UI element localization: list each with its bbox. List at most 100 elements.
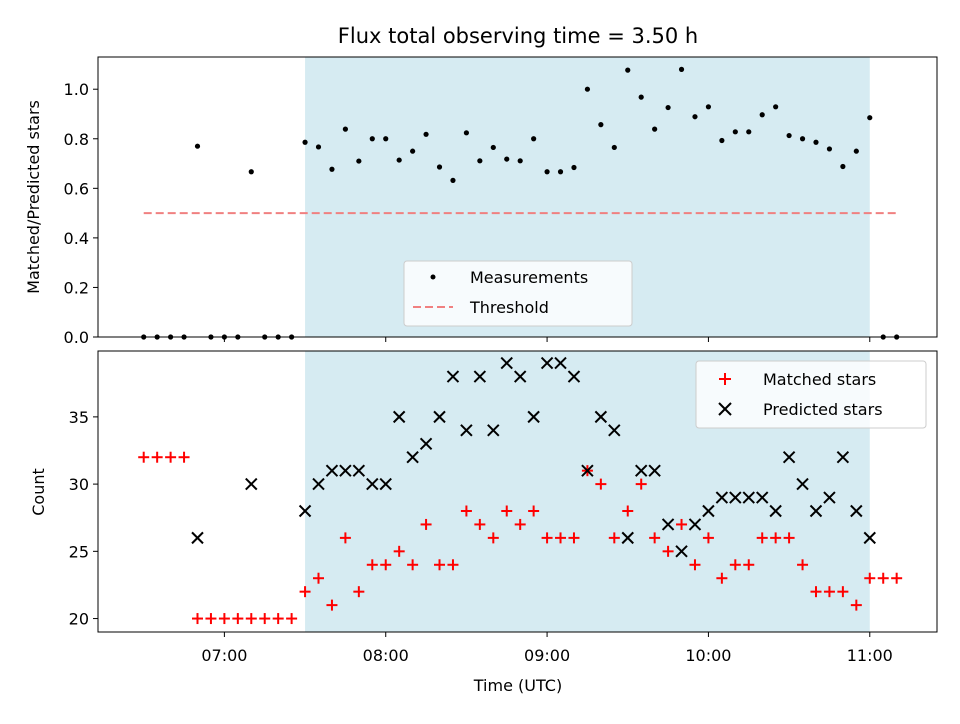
matched-star-point xyxy=(165,451,177,463)
matched-star-point xyxy=(555,532,567,544)
bottom-x-ticks: 07:00 08:00 09:00 10:00 11:00 xyxy=(201,632,893,665)
matched-star-point xyxy=(823,586,835,598)
x-tick-label: 10:00 xyxy=(685,646,731,665)
measurement-point xyxy=(329,166,335,172)
measurement-point xyxy=(396,157,402,163)
legend-matched-marker xyxy=(719,373,731,385)
predicted-star-point xyxy=(366,477,379,491)
measurement-point xyxy=(342,126,348,132)
matched-star-point xyxy=(460,505,472,517)
top-y-tick-label: 0.6 xyxy=(64,179,89,198)
measurement-point xyxy=(557,169,564,175)
measurement-point xyxy=(826,146,833,152)
matched-star-point xyxy=(676,518,688,530)
measurement-point xyxy=(611,144,617,151)
x-tick-label: 07:00 xyxy=(201,646,247,665)
measurement-point xyxy=(369,136,375,142)
predicted-star-point xyxy=(782,451,796,464)
top-panel: 0.0 0.2 0.4 0.6 0.8 1.0 Flux total observing … xyxy=(24,24,938,347)
matched-star-point xyxy=(891,572,903,584)
predicted-star-point xyxy=(702,504,715,518)
predicted-star-point xyxy=(756,491,769,504)
top-axes-frame xyxy=(97,56,938,338)
measurement-point xyxy=(544,169,550,175)
predicted-star-point xyxy=(715,491,729,504)
measurement-point xyxy=(692,114,698,120)
bottom-y-axis-label: Count xyxy=(29,468,48,516)
bottom-axes-frame xyxy=(97,350,938,633)
matched-star-point xyxy=(272,613,284,625)
matched-star-point xyxy=(514,518,526,530)
matched-star-point xyxy=(259,613,271,625)
measurement-point xyxy=(853,148,859,154)
predicted-star-point xyxy=(379,477,392,491)
measurement-point xyxy=(194,143,201,149)
matched-star-point xyxy=(205,613,217,625)
matched-star-point xyxy=(837,586,849,598)
measurement-point xyxy=(840,163,846,170)
matched-star-point xyxy=(595,478,607,490)
matched-star-point xyxy=(864,572,876,584)
predicted-star-point xyxy=(823,491,836,504)
matched-star-point xyxy=(608,532,620,544)
predicted-star-point xyxy=(648,464,661,477)
predicted-star-point xyxy=(661,518,675,531)
bottom-y-ticks: 20 25 30 35 xyxy=(69,408,98,629)
predicted-star-point xyxy=(675,545,688,558)
matched-star-point xyxy=(850,599,862,611)
top-y-tick-label: 0.4 xyxy=(64,229,89,248)
matched-star-point xyxy=(743,559,755,571)
predicted-star-point xyxy=(419,437,433,450)
predicted-star-point xyxy=(581,464,594,477)
matched-star-point xyxy=(689,559,701,571)
matched-star-point xyxy=(313,572,325,584)
matched-star-point xyxy=(716,572,728,584)
top-y-ticks: 0.0 0.2 0.4 0.6 0.8 1.0 xyxy=(64,80,98,347)
matched-star-point xyxy=(622,505,634,517)
predicted-star-point xyxy=(621,531,634,545)
predicted-star-point xyxy=(554,356,567,370)
predicted-star-point xyxy=(729,491,742,504)
x-tick-label: 11:00 xyxy=(847,646,893,665)
top-y-tick-label: 1.0 xyxy=(64,80,89,99)
measurement-point xyxy=(759,112,765,118)
matched-star-point xyxy=(447,559,459,571)
predicted-star-point xyxy=(500,356,513,370)
matched-star-point xyxy=(407,559,419,571)
measurement-point xyxy=(786,132,792,139)
predicted-star-point xyxy=(608,424,621,437)
measurement-point xyxy=(732,129,738,135)
predicted-star-point xyxy=(742,491,755,504)
predicted-star-point xyxy=(473,370,487,383)
predicted-star-point xyxy=(594,410,608,424)
predicted-star-point xyxy=(446,370,460,383)
measurement-point xyxy=(315,144,322,150)
matched-star-point xyxy=(702,532,714,544)
matched-star-point xyxy=(299,586,311,598)
matched-star-point xyxy=(797,559,809,571)
predicted-star-point xyxy=(433,410,446,424)
matched-star-point xyxy=(138,451,150,463)
matched-star-point xyxy=(420,518,432,530)
matched-star-point xyxy=(434,559,446,571)
matched-star-point xyxy=(541,532,553,544)
measurement-point xyxy=(719,137,725,144)
measurement-point xyxy=(436,164,443,170)
measurement-point xyxy=(598,122,604,128)
matched-star-point xyxy=(635,478,647,490)
matched-star-point xyxy=(380,559,392,571)
measurement-point xyxy=(625,67,631,73)
predicted-star-point xyxy=(527,410,540,424)
predicted-star-point xyxy=(634,464,648,477)
predicted-star-point xyxy=(298,504,312,518)
predicted-star-point xyxy=(339,464,352,477)
matched-stars-points xyxy=(138,451,903,625)
measurement-point xyxy=(410,148,416,154)
top-y-tick-label: 0.2 xyxy=(64,278,89,297)
predicted-star-point xyxy=(540,356,554,370)
matched-star-point xyxy=(501,505,513,517)
matched-star-point xyxy=(756,532,768,544)
matched-star-point xyxy=(729,559,741,571)
matched-star-point xyxy=(191,613,203,625)
